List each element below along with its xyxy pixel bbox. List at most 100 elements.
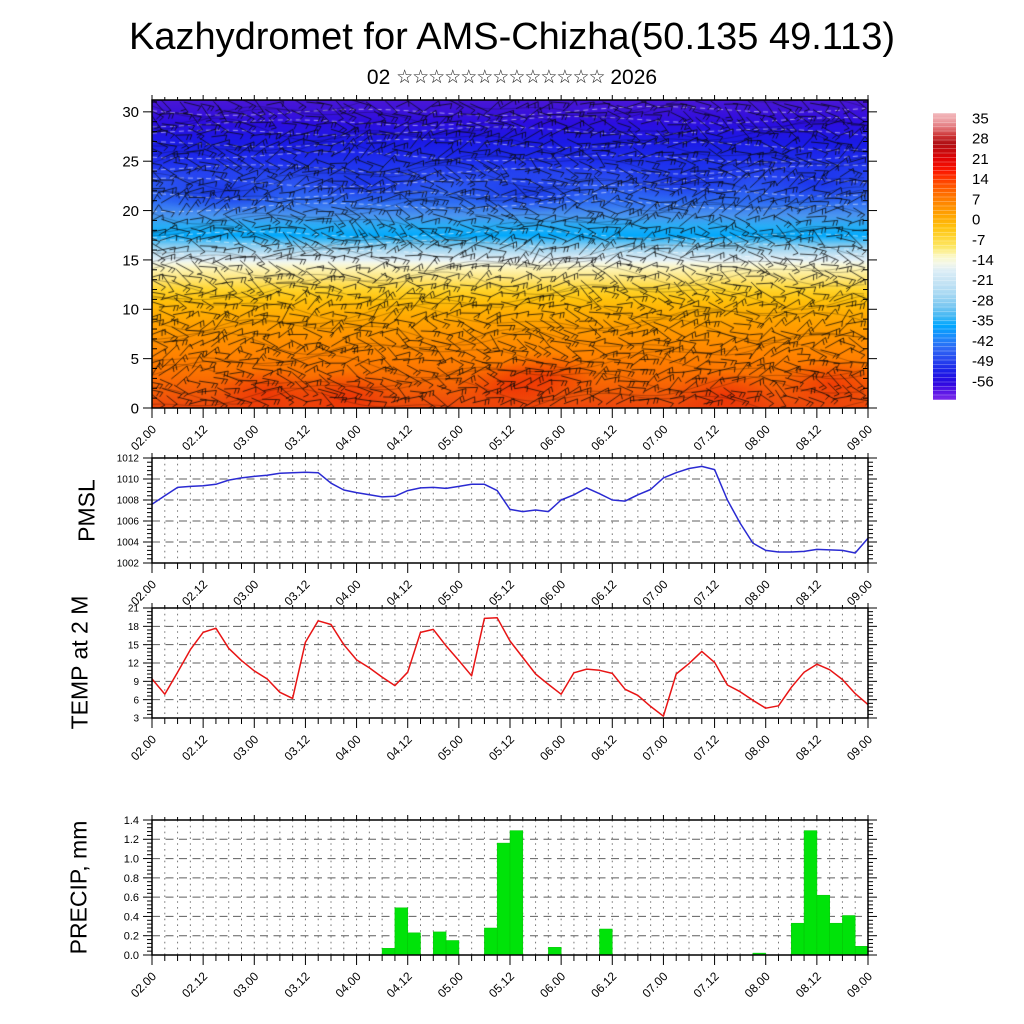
- date-year: 2026: [610, 66, 658, 89]
- colorbar-tick-label: -7: [972, 232, 985, 249]
- colorbar-tick-label: 0: [972, 212, 980, 229]
- x-tick-label: 04.00: [333, 422, 364, 453]
- x-tick-label: 03.12: [281, 422, 312, 453]
- x-tick-label: 02.12: [179, 969, 210, 1000]
- x-tick-label: 09.00: [844, 732, 875, 763]
- xsection-xtick-labels: 02.00 02.12 03.00 03.12 04.00 04.12 05.00 05.12…: [128, 422, 875, 453]
- colorbar-tick-label: -28: [972, 292, 994, 309]
- precip-bar: [433, 931, 447, 956]
- y-tick-label: 0.4: [124, 911, 139, 923]
- xsection-canvas: [152, 100, 868, 408]
- x-tick-label: 04.12: [384, 422, 415, 453]
- x-tick-label: 03.00: [230, 969, 261, 1000]
- temp-curve: [151, 617, 869, 717]
- x-tick-label: 09.00: [844, 969, 875, 1000]
- y-tick-label: 6: [133, 695, 139, 706]
- x-tick-label: 07.00: [639, 422, 670, 453]
- x-tick-label: 03.00: [230, 732, 261, 763]
- precip-bar: [381, 948, 396, 956]
- x-tick-label: 02.12: [179, 577, 210, 608]
- y-tick-label: 0.2: [124, 931, 139, 943]
- temp-ytick-labels: 3 6 9 12 15 18 21: [128, 604, 140, 725]
- x-tick-label: 08.00: [742, 732, 773, 763]
- x-tick-label: 07.00: [639, 969, 670, 1000]
- x-tick-label: 03.12: [281, 577, 312, 608]
- y-tick-label: 18: [128, 622, 140, 633]
- pmsl-gridlines: [152, 458, 868, 563]
- colorbar-tick-label: -21: [972, 272, 994, 289]
- x-tick-label: 05.00: [435, 422, 466, 453]
- x-tick-label: 05.12: [486, 422, 517, 453]
- x-tick-label: 05.12: [486, 969, 517, 1000]
- pmsl-ticks: [143, 453, 877, 573]
- y-tick-label: 15: [122, 252, 139, 269]
- y-tick-label: 10: [122, 302, 139, 319]
- y-tick-label: 0: [131, 400, 139, 417]
- x-tick-label: 06.12: [588, 732, 619, 763]
- x-tick-label: 08.00: [742, 577, 773, 608]
- y-tick-label: 5: [131, 351, 139, 368]
- x-tick-label: 09.00: [844, 577, 875, 608]
- x-tick-label: 07.00: [639, 577, 670, 608]
- precip-bar: [816, 894, 830, 956]
- precip-bar: [599, 928, 613, 956]
- x-tick-label: 04.12: [384, 577, 415, 608]
- colorbar-labels: 35 28 21 14 7 0 -7 -14 -21 -28 -35 -42 -49 -56: [972, 110, 994, 390]
- date-line: 02 ☆☆☆☆☆☆☆☆☆☆☆☆☆ 2026: [0, 66, 1024, 90]
- x-tick-label: 02.00: [128, 577, 159, 608]
- x-tick-label: 05.00: [435, 577, 466, 608]
- x-tick-label: 08.12: [793, 732, 824, 763]
- precip-xtick-labels: 02.00 02.12 03.00 03.12 04.00 04.12 05.00 05.12…: [128, 969, 875, 1000]
- precip-bar: [445, 940, 460, 956]
- x-tick-label: 08.00: [742, 969, 773, 1000]
- colorbar-tick-label: -56: [972, 373, 994, 390]
- x-tick-label: 05.12: [486, 577, 517, 608]
- y-tick-label: 1004: [117, 538, 140, 549]
- colorbar-tick-label: -49: [972, 353, 994, 370]
- y-tick-label: 12: [128, 659, 140, 670]
- x-tick-label: 03.12: [281, 732, 312, 763]
- x-tick-label: 03.12: [281, 969, 312, 1000]
- x-tick-label: 04.00: [333, 577, 364, 608]
- x-tick-label: 03.00: [230, 422, 261, 453]
- precip-ytick-labels: 0.0 0.2 0.4 0.6 0.8 1.0 1.2 1.4: [124, 815, 139, 962]
- precip-bars: [381, 830, 869, 956]
- x-tick-label: 06.00: [537, 422, 568, 453]
- y-tick-label: 1008: [117, 496, 140, 507]
- pmsl-xtick-labels: 02.00 02.12 03.00 03.12 04.00 04.12 05.00 05.12…: [128, 577, 875, 608]
- y-tick-label: 1.4: [124, 815, 139, 827]
- temp-panel: 3 6 9 12 15 18 21 02.00 02.12 03.00 03.12 04.00 04.1…: [128, 603, 877, 763]
- x-tick-label: 06.00: [537, 969, 568, 1000]
- y-tick-label: 0.8: [124, 873, 139, 885]
- x-tick-label: 06.12: [588, 577, 619, 608]
- y-tick-label: 1012: [117, 454, 140, 465]
- x-tick-label: 08.12: [793, 969, 824, 1000]
- precip-frame: [151, 819, 869, 956]
- x-tick-label: 06.12: [588, 969, 619, 1000]
- colorbar-tick-label: 14: [972, 171, 989, 188]
- y-tick-label: 0.0: [124, 950, 139, 962]
- y-tick-label: 1010: [117, 475, 140, 486]
- x-tick-label: 04.00: [333, 969, 364, 1000]
- x-tick-label: 06.12: [588, 422, 619, 453]
- x-tick-label: 07.12: [691, 732, 722, 763]
- xsection-ytick-labels: 0 5 10 15 20 25 30: [122, 104, 139, 417]
- x-tick-label: 03.00: [230, 577, 261, 608]
- pmsl-curve: [151, 465, 869, 554]
- colorbar: [933, 113, 956, 400]
- temp-gridlines: [152, 608, 868, 718]
- y-tick-label: 3: [133, 714, 139, 725]
- x-tick-label: 02.12: [179, 422, 210, 453]
- precip-bar: [407, 932, 421, 956]
- x-tick-label: 09.00: [844, 422, 875, 453]
- precip-panel: 0.00.20.40.60.81.01.21.402.00 02.12 03.00 0…: [124, 815, 877, 1000]
- colorbar-tick-label: 35: [972, 110, 989, 127]
- date-day: 02: [366, 66, 391, 89]
- x-tick-label: 04.12: [384, 969, 415, 1000]
- temp-xtick-labels: 02.00 02.12 03.00 03.12 04.00 04.12 05.00 05.12…: [128, 732, 875, 763]
- y-tick-label: 9: [133, 677, 139, 688]
- temp-frame: [151, 607, 869, 719]
- pmsl-axis-title: PMSL: [73, 479, 100, 542]
